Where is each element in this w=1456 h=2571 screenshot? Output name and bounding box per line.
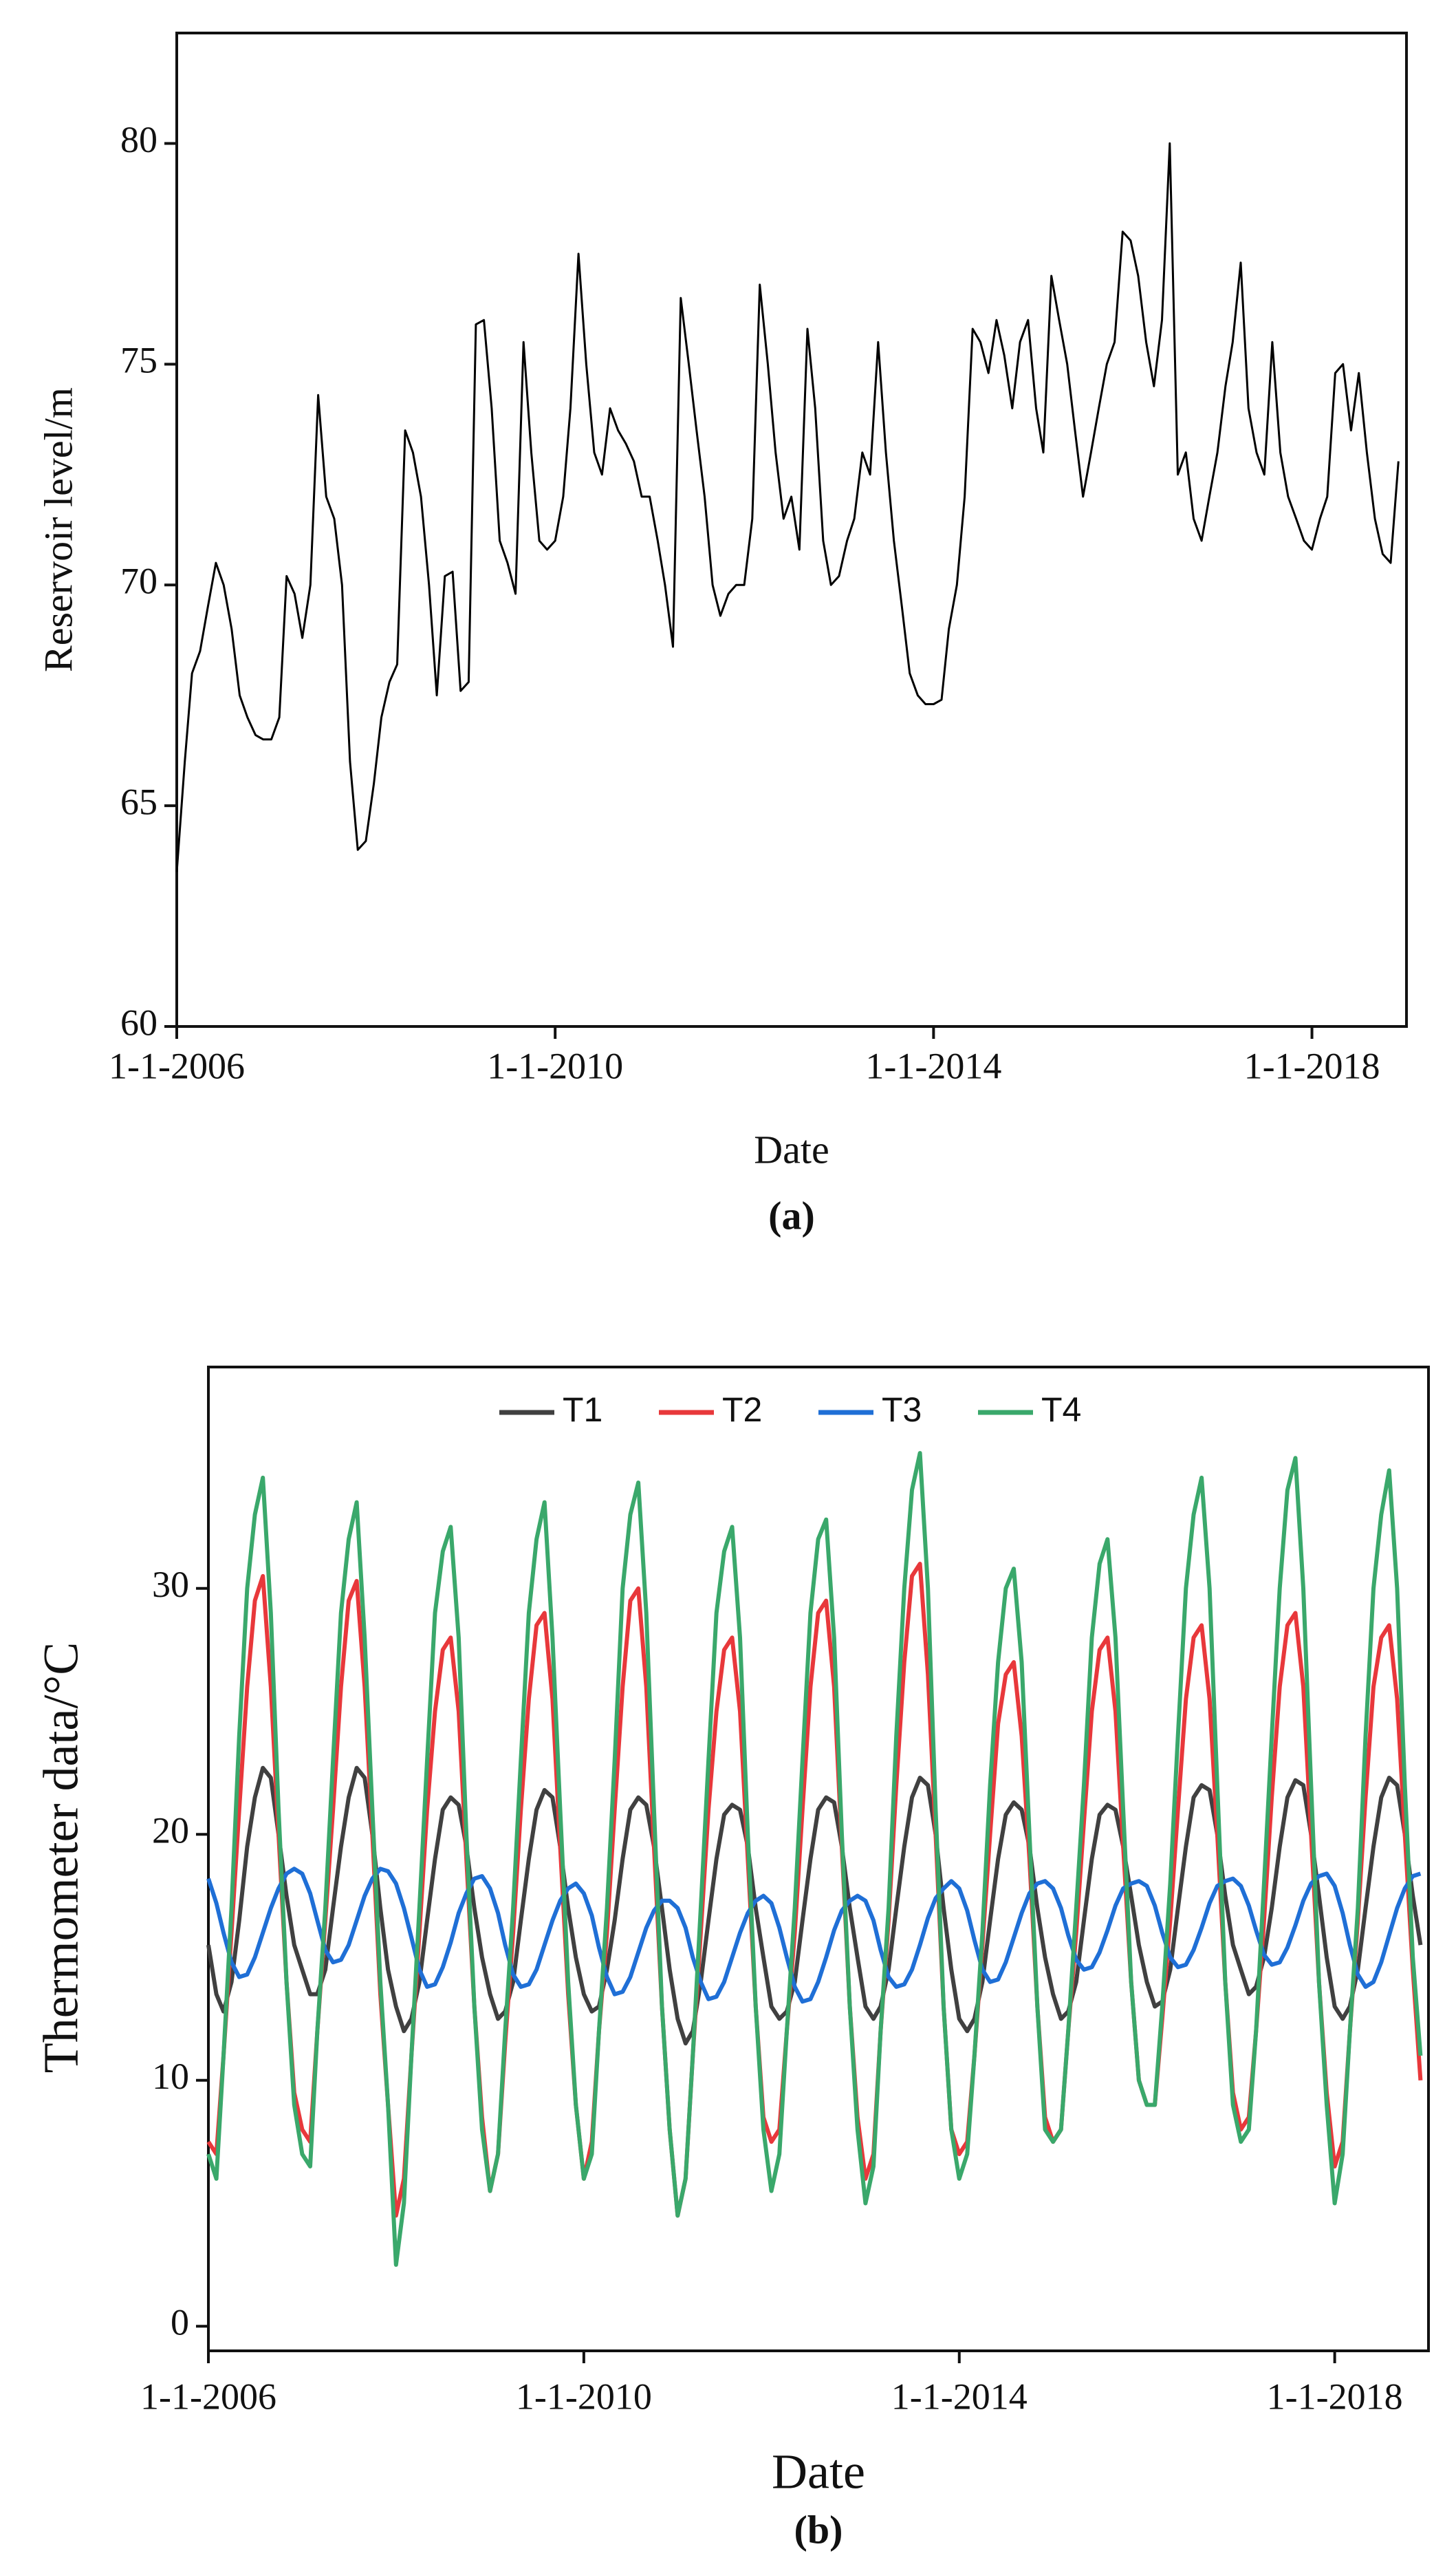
x-tick-label: 1-1-2014 xyxy=(865,1045,1001,1086)
x-axis-title: Date xyxy=(754,1127,829,1172)
legend-label: T3 xyxy=(882,1390,922,1429)
y-tick-label: 20 xyxy=(152,1810,189,1851)
y-tick-label: 75 xyxy=(120,340,157,381)
panel-label: (a) xyxy=(768,1193,815,1238)
series-line xyxy=(206,1451,1423,2267)
x-tick-label: 1-1-2014 xyxy=(891,2376,1028,2417)
series-line xyxy=(175,142,1400,872)
y-tick-label: 30 xyxy=(152,1564,189,1605)
y-tick-label: 60 xyxy=(120,1002,157,1043)
y-axis-title: Thermometer data/°C xyxy=(34,1642,89,2074)
y-tick-label: 70 xyxy=(120,561,157,602)
y-tick-label: 0 xyxy=(171,2302,189,2343)
legend-label: T4 xyxy=(1041,1390,1081,1429)
y-tick-label: 10 xyxy=(152,2056,189,2097)
series-line xyxy=(206,1867,1422,2004)
y-axis-title: Reservoir level/m xyxy=(36,387,80,672)
series-line xyxy=(206,1765,1423,2046)
x-axis-title: Date xyxy=(772,2444,865,2499)
legend-label: T2 xyxy=(722,1390,762,1429)
y-tick-label: 80 xyxy=(120,119,157,160)
x-tick-label: 1-1-2010 xyxy=(516,2376,652,2417)
x-tick-label: 1-1-2018 xyxy=(1267,2376,1403,2417)
plot-frame xyxy=(175,32,1408,1028)
legend-label: T1 xyxy=(563,1390,602,1429)
x-tick-label: 1-1-2006 xyxy=(109,1045,245,1086)
x-tick-label: 1-1-2018 xyxy=(1244,1045,1380,1086)
x-tick-label: 1-1-2006 xyxy=(140,2376,276,2417)
panel-label: (b) xyxy=(794,2507,843,2552)
plot-frame xyxy=(207,1366,1430,2352)
y-tick-label: 65 xyxy=(120,782,157,823)
x-tick-label: 1-1-2010 xyxy=(487,1045,623,1086)
